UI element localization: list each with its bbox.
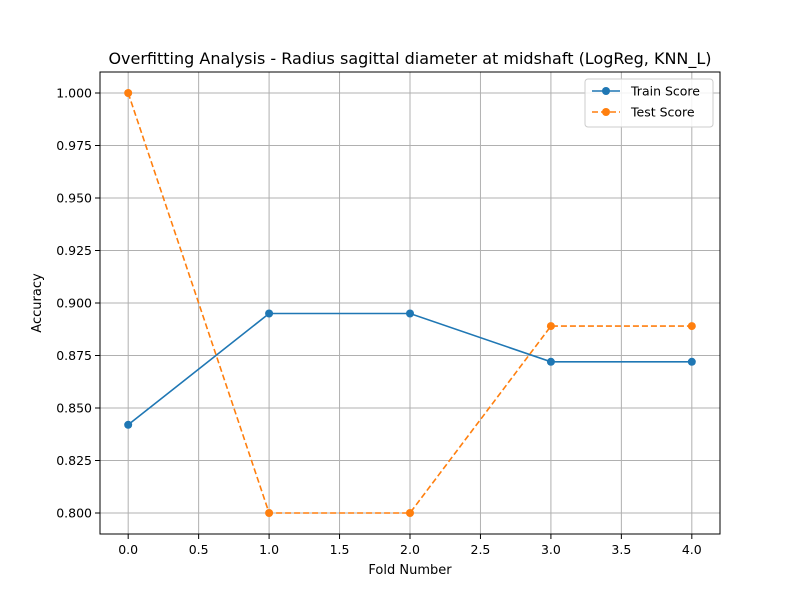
train-score-point xyxy=(124,420,133,429)
train-score-point xyxy=(265,309,274,318)
y-tick-label: 0.900 xyxy=(56,296,92,311)
legend-train-score-label: Train Score xyxy=(630,84,700,99)
y-tick-label: 1.000 xyxy=(56,86,92,101)
x-tick-label: 3.0 xyxy=(541,542,561,557)
test-score-point xyxy=(265,509,274,517)
ticks: 0.0 0.5 1.0 1.5 2.0 2.5 3.0 3.5 4.0 0.800 0.825 0.8… xyxy=(56,86,702,558)
x-tick-label: 0.0 xyxy=(118,542,138,557)
legend-test-score-label: Test Score xyxy=(630,105,695,120)
series-layer xyxy=(124,89,696,517)
y-tick-label: 0.800 xyxy=(56,506,92,521)
test-score-point xyxy=(124,89,133,97)
x-tick-label: 1.0 xyxy=(259,542,279,557)
x-tick-label: 3.5 xyxy=(611,542,631,557)
x-tick-label: 2.0 xyxy=(400,542,420,557)
x-tick-label: 0.5 xyxy=(189,542,209,557)
y-tick-label: 0.850 xyxy=(56,401,92,416)
test-score-point xyxy=(687,322,696,331)
x-tick-label: 2.5 xyxy=(471,542,491,557)
legend-train-score-marker xyxy=(602,87,610,95)
train-score-point xyxy=(406,309,414,318)
y-tick-label: 0.875 xyxy=(56,348,92,363)
chart-title: Overfitting Analysis - Radius sagittal d… xyxy=(108,49,711,69)
y-tick-label: 0.950 xyxy=(56,191,92,206)
test-score-point xyxy=(546,322,555,331)
train-score-point xyxy=(546,357,555,366)
train-score-point xyxy=(687,357,696,366)
y-axis-label: Accuracy xyxy=(30,273,45,333)
grid xyxy=(100,72,720,534)
test-score-line xyxy=(127,92,692,514)
legend: Train Score Test Score xyxy=(584,78,714,128)
legend-test-score-marker xyxy=(602,108,610,116)
y-tick-label: 0.975 xyxy=(56,138,92,153)
test-score-point xyxy=(406,509,414,517)
x-axis-label: Fold Number xyxy=(368,563,452,578)
x-tick-label: 1.5 xyxy=(330,542,350,557)
y-tick-label: 0.825 xyxy=(56,453,92,468)
x-tick-label: 4.0 xyxy=(682,542,702,557)
y-tick-label: 0.925 xyxy=(56,243,92,258)
